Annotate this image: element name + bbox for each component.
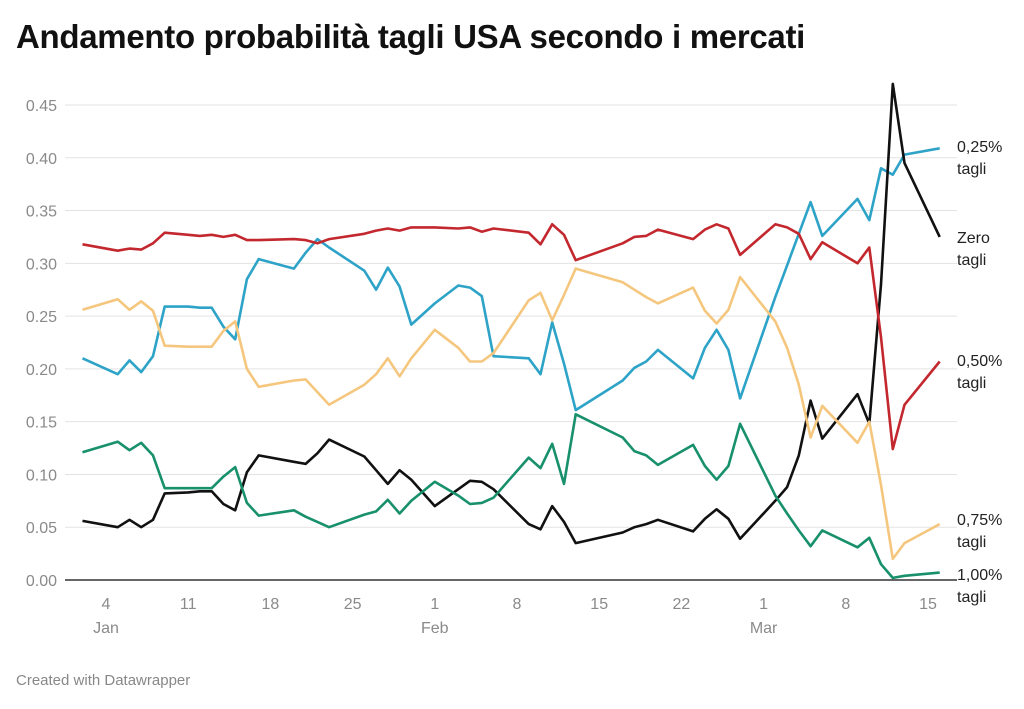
gridlines xyxy=(65,104,957,528)
label-100-cut: 1,00% tagli xyxy=(957,565,1002,609)
y-tick-label: 0.20 xyxy=(26,362,57,379)
y-tick-label: 0.30 xyxy=(26,256,57,273)
x-tick-label: 15 xyxy=(590,596,608,613)
x-month-label: Mar xyxy=(750,620,778,637)
y-tick-label: 0.25 xyxy=(26,309,57,326)
x-tick-label: 1 xyxy=(430,596,439,613)
x-month-label: Jan xyxy=(93,620,119,637)
series-line-0-50-tagli xyxy=(82,223,941,451)
y-tick-label: 0.45 xyxy=(26,98,57,115)
series-line-0-25-tagli xyxy=(81,147,940,412)
label-line: Zero xyxy=(957,230,990,247)
series-line-1-00-tagli xyxy=(82,413,940,580)
label-line: tagli xyxy=(957,534,987,551)
x-tick-label: 25 xyxy=(344,596,362,613)
x-tick-label: 15 xyxy=(919,596,937,613)
chart-title: Andamento probabilità tagli USA secondo … xyxy=(16,18,806,55)
label-line: tagli xyxy=(957,375,987,392)
x-tick-label: 18 xyxy=(262,596,280,613)
x-month-label: Feb xyxy=(421,620,449,637)
y-tick-label: 0.00 xyxy=(26,573,57,590)
y-axis: 0.00 0.05 0.10 0.15 0.20 0.25 0.30 0.35 0.40 0.45 xyxy=(26,98,57,590)
label-zero-cut: Zero tagli xyxy=(957,228,990,272)
x-tick-label: 22 xyxy=(673,596,691,613)
series-line-zero-tagli xyxy=(82,82,941,545)
y-tick-label: 0.40 xyxy=(26,151,57,168)
label-line: 0,75% xyxy=(957,512,1003,529)
label-line: 0,25% xyxy=(957,139,1003,156)
x-axis: 4 Jan 11 18 25 1 Feb 8 15 22 1 Mar 8 15 xyxy=(65,579,957,637)
series-line-0-75-tagli xyxy=(82,267,941,561)
x-tick-label: 11 xyxy=(180,596,197,613)
y-tick-label: 0.15 xyxy=(26,415,57,432)
x-tick-label: 8 xyxy=(841,596,850,613)
y-tick-label: 0.05 xyxy=(26,520,57,537)
x-tick-label: 4 xyxy=(102,596,111,613)
label-050-cut: 0,50% tagli xyxy=(957,351,1002,395)
label-line: tagli xyxy=(957,589,987,606)
label-025-cut: 0,25% tagli xyxy=(957,137,1002,181)
y-tick-label: 0.10 xyxy=(26,467,57,484)
x-tick-label: 8 xyxy=(513,596,522,613)
y-tick-label: 0.35 xyxy=(26,204,57,221)
series-lines xyxy=(81,82,941,580)
label-line: tagli xyxy=(957,161,987,178)
label-075-cut: 0,75% tagli xyxy=(957,510,1002,554)
x-tick-label: 1 xyxy=(759,596,768,613)
label-line: tagli xyxy=(957,252,987,269)
label-line: 0,50% xyxy=(957,353,1003,370)
label-line: 1,00% xyxy=(957,567,1003,584)
footer-credit: Created with Datawrapper xyxy=(16,672,191,689)
